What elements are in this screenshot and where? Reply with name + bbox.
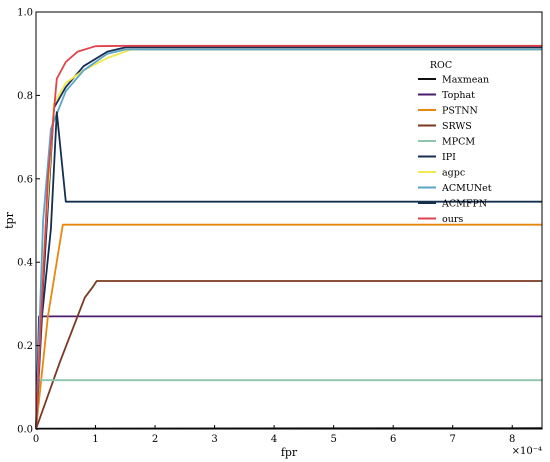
legend-label: PSTNN	[442, 106, 478, 117]
series-line-acmunet	[35, 48, 542, 430]
x-tick-label: 6	[390, 434, 396, 445]
legend: ROC Maxmean Tophat PSTNN SRWS MPCM IPI agpc ACM…	[418, 60, 492, 225]
x-axis-title: fpr	[281, 446, 298, 459]
series-line-srws	[35, 280, 542, 430]
y-tick-label: 1.0	[17, 8, 33, 19]
legend-label: agpc	[442, 168, 465, 179]
y-tick-label: 0.2	[17, 341, 33, 352]
legend-label: Tophat	[442, 90, 475, 101]
x-axis-multiplier: ×10⁻⁴	[512, 446, 542, 457]
series-line-mpcm	[35, 379, 542, 430]
x-tick-label: 1	[92, 434, 98, 445]
x-tick-label: 2	[152, 434, 158, 445]
y-axis-title: tpr	[3, 211, 16, 228]
x-tick-label: 5	[330, 434, 336, 445]
y-tick-label: 0.4	[17, 258, 33, 269]
legend-label: IPI	[442, 152, 456, 163]
legend-label: SRWS	[442, 121, 472, 132]
x-axis: 0 1 2 3 4 5 6 7 8	[33, 425, 515, 445]
legend-title: ROC	[430, 60, 452, 71]
x-tick-label: 4	[271, 434, 277, 445]
plot-lines	[35, 44, 543, 430]
x-tick-label: 8	[509, 434, 515, 445]
y-axis: 0.0 0.2 0.4 0.6 0.8 1.0	[17, 8, 40, 436]
legend-label: ACMFPN	[441, 199, 487, 210]
y-tick-label: 0.6	[17, 174, 33, 185]
y-tick-label: 0.0	[17, 425, 33, 436]
x-tick-label: 3	[211, 434, 217, 445]
legend-label: MPCM	[442, 137, 475, 148]
x-tick-label: 0	[33, 434, 39, 445]
series-line-pstnn	[35, 223, 542, 430]
legend-label: Maxmean	[442, 75, 489, 86]
series-line-tophat	[35, 315, 542, 430]
y-tick-label: 0.8	[17, 91, 33, 102]
legend-label: ours	[442, 214, 463, 225]
x-tick-label: 7	[450, 434, 456, 445]
legend-label: ACMUNet	[441, 183, 492, 194]
series-line-acmfpn	[35, 111, 542, 430]
plot-frame	[35, 11, 543, 430]
series-line-ours	[35, 44, 542, 430]
